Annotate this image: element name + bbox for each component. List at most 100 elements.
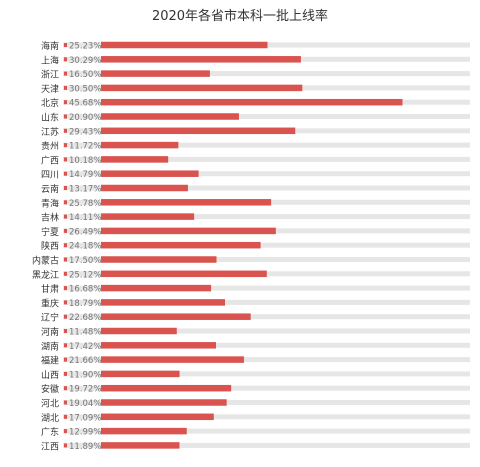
value-label: 25.23%	[69, 42, 101, 52]
value-label: 19.04%	[69, 399, 101, 409]
bar	[101, 199, 272, 206]
category-label: 北京	[41, 97, 59, 109]
value-label: 45.68%	[69, 99, 101, 109]
bar	[101, 413, 214, 421]
label-marker	[64, 414, 67, 419]
category-label: 湖南	[41, 340, 59, 352]
bar-track	[63, 142, 470, 148]
category-label: 青海	[41, 197, 59, 209]
bar	[101, 399, 227, 406]
value-label: 20.90%	[69, 113, 101, 123]
bar-track	[63, 328, 470, 334]
category-label: 江西	[41, 441, 59, 452]
label-marker	[64, 329, 67, 333]
label-marker	[64, 243, 67, 248]
bar-track	[63, 171, 470, 177]
bar	[101, 213, 195, 220]
value-label: 17.50%	[69, 256, 101, 266]
label-marker	[64, 443, 67, 448]
value-label: 11.89%	[69, 442, 101, 452]
category-label: 安徽	[41, 383, 59, 395]
category-label: 河南	[41, 326, 59, 338]
value-label: 19.72%	[69, 385, 101, 395]
category-label: 湖北	[41, 413, 59, 424]
bar-track	[63, 342, 470, 348]
label-marker	[64, 386, 67, 391]
value-label: 14.79%	[69, 170, 101, 180]
bar-track	[63, 385, 470, 391]
value-label: 10.18%	[69, 156, 101, 166]
bar	[101, 156, 169, 163]
value-label: 30.29%	[69, 56, 101, 66]
bar	[101, 241, 261, 249]
category-label: 宁夏	[41, 226, 59, 238]
bar-track	[63, 357, 470, 363]
label-marker	[64, 271, 67, 276]
bar	[101, 442, 180, 449]
category-label: 吉林	[41, 212, 59, 224]
bar-track	[63, 242, 470, 248]
category-label: 贵州	[41, 140, 59, 152]
bar	[101, 141, 179, 149]
label-marker	[64, 300, 67, 305]
label-marker	[64, 128, 67, 133]
category-label: 黑龙江	[32, 269, 59, 281]
label-marker	[64, 71, 67, 76]
bar-track	[63, 400, 470, 405]
category-label: 四川	[41, 171, 59, 181]
bar	[101, 427, 187, 435]
bar-track	[63, 214, 470, 220]
bar	[101, 256, 217, 263]
bar-track	[63, 299, 470, 305]
value-label: 13.17%	[69, 185, 101, 195]
bar-track	[63, 314, 470, 320]
category-label: 广西	[41, 154, 59, 166]
bar-track	[63, 428, 470, 434]
value-label: 11.72%	[69, 142, 101, 152]
value-label: 17.42%	[69, 342, 101, 352]
bar	[101, 370, 180, 378]
category-label: 云南	[41, 183, 59, 195]
label-marker	[64, 257, 67, 262]
label-marker	[64, 371, 67, 376]
value-label: 26.49%	[69, 227, 101, 237]
bar-track	[63, 257, 470, 262]
value-label: 24.18%	[69, 242, 101, 252]
label-marker	[64, 171, 67, 176]
category-label: 浙江	[41, 69, 59, 81]
bar	[101, 313, 251, 320]
label-marker	[64, 429, 67, 434]
value-label: 17.09%	[69, 413, 101, 423]
label-marker	[64, 286, 67, 291]
label-marker	[64, 228, 67, 233]
category-label: 重庆	[41, 297, 59, 309]
bar	[101, 227, 276, 235]
chart-title: 2020年各省市本科一批上线率	[151, 9, 329, 24]
value-label: 12.99%	[69, 428, 101, 438]
category-label: 广东	[41, 426, 59, 438]
category-label: 天津	[41, 84, 59, 95]
label-marker	[64, 57, 67, 62]
label-marker	[64, 200, 67, 205]
bar	[101, 270, 267, 278]
value-label: 14.11%	[69, 213, 101, 223]
category-label: 海南	[41, 40, 59, 52]
label-marker	[64, 357, 67, 362]
bar	[101, 113, 239, 120]
value-label: 25.78%	[69, 199, 101, 209]
bar-track	[63, 185, 470, 191]
category-label: 甘肃	[41, 283, 59, 295]
bar	[101, 84, 303, 92]
label-marker	[64, 343, 67, 348]
label-marker	[64, 85, 67, 90]
category-label: 内蒙古	[32, 255, 59, 267]
bar	[101, 384, 232, 392]
category-label: 山西	[41, 370, 59, 381]
value-label: 25.12%	[69, 270, 101, 280]
category-label: 福建	[41, 355, 59, 367]
bar-track	[63, 71, 470, 77]
value-label: 29.43%	[69, 127, 101, 137]
bar	[101, 41, 268, 49]
category-label: 陕西	[41, 240, 59, 252]
